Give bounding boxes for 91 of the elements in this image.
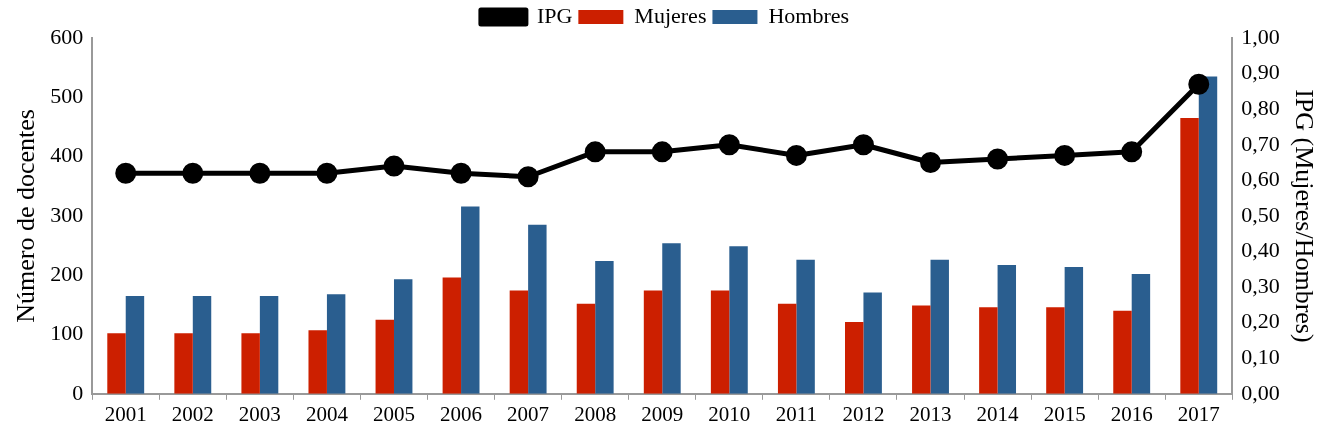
x-tick-label: 2002 <box>171 401 214 426</box>
bar <box>192 295 212 394</box>
bar <box>662 243 681 394</box>
bar <box>1113 310 1132 394</box>
y-tick-label: 100 <box>50 320 84 346</box>
y2-tick-label: 0,90 <box>1241 59 1280 85</box>
y-axis-title: Número de docentes <box>11 109 41 323</box>
bar <box>461 206 480 394</box>
x-tick-label: 2016 <box>1110 401 1153 426</box>
bar <box>777 303 797 394</box>
bar <box>1198 76 1218 394</box>
point <box>182 162 204 184</box>
bar <box>528 224 547 394</box>
bar <box>595 260 614 394</box>
x-tick-label: 2015 <box>1043 401 1086 426</box>
bar <box>1046 307 1065 394</box>
bar <box>912 305 931 394</box>
bar <box>442 277 462 394</box>
point <box>249 162 271 184</box>
x-tick-label: 2011 <box>775 401 817 426</box>
x-tick-label: 2017 <box>1177 401 1220 426</box>
point <box>785 144 807 166</box>
point <box>517 166 539 188</box>
x-tick-label: 2009 <box>641 401 684 426</box>
bar <box>796 259 815 394</box>
point <box>718 134 740 156</box>
y2-tick-label: 1,00 <box>1241 23 1280 49</box>
point <box>316 162 338 184</box>
x-tick-label: 2007 <box>507 401 550 426</box>
y2-tick-label: 0,60 <box>1241 166 1280 192</box>
point <box>383 155 405 177</box>
y-tick-label: 600 <box>50 23 84 49</box>
bar <box>241 333 260 394</box>
bar <box>259 295 279 394</box>
point <box>651 141 673 163</box>
point <box>450 162 472 184</box>
bar <box>509 290 529 394</box>
y-tick-label: 500 <box>50 83 84 109</box>
bar <box>979 307 998 394</box>
y-tick-label: 0 <box>72 379 84 405</box>
x-tick-label: 2005 <box>372 401 415 426</box>
legend-label: IPG <box>536 2 573 28</box>
point <box>1188 73 1210 95</box>
bar <box>174 333 193 394</box>
bar <box>845 322 864 394</box>
bar <box>1180 118 1199 394</box>
x-tick-label: 2001 <box>104 401 147 426</box>
bar <box>576 303 596 394</box>
y2-tick-label: 0,30 <box>1241 272 1280 298</box>
bar <box>125 295 145 394</box>
x-tick-label: 2004 <box>305 401 349 426</box>
bar <box>326 294 346 394</box>
bar <box>863 292 882 394</box>
bar <box>1064 266 1084 394</box>
bar <box>393 279 413 394</box>
x-tick-label: 2014 <box>976 401 1020 426</box>
bar <box>729 246 748 394</box>
legend-label: Hombres <box>768 2 850 28</box>
y2-tick-label: 0,70 <box>1241 130 1280 156</box>
bar <box>997 265 1017 394</box>
x-tick-label: 2010 <box>708 401 751 426</box>
bar <box>930 259 949 394</box>
y2-tick-label: 0,00 <box>1241 379 1280 405</box>
point <box>1054 144 1076 166</box>
point <box>584 141 606 163</box>
point <box>987 148 1009 170</box>
point <box>115 162 137 184</box>
bar <box>710 290 730 394</box>
bar <box>643 290 663 394</box>
y-tick-label: 300 <box>50 201 84 227</box>
x-tick-label: 2008 <box>574 401 617 426</box>
y2-tick-label: 0,20 <box>1241 308 1280 334</box>
point <box>1121 141 1143 163</box>
legend-label: Mujeres <box>634 2 707 28</box>
y2-axis-title: IPG (Mujeres/Hombres) <box>1289 89 1319 343</box>
x-tick-label: 2013 <box>909 401 952 426</box>
bar <box>107 333 126 394</box>
y-tick-label: 200 <box>50 260 84 286</box>
bar <box>308 330 327 394</box>
y2-tick-label: 0,10 <box>1241 344 1280 369</box>
x-tick-label: 2006 <box>440 401 483 426</box>
point <box>920 152 942 174</box>
x-tick-label: 2012 <box>842 401 885 426</box>
y2-tick-label: 0,40 <box>1241 237 1280 263</box>
bar <box>1131 274 1151 394</box>
y2-tick-label: 0,80 <box>1241 94 1280 120</box>
y-tick-label: 400 <box>50 142 84 168</box>
y2-tick-label: 0,50 <box>1241 201 1280 227</box>
x-tick-label: 2003 <box>238 401 281 426</box>
bar <box>375 319 394 394</box>
point <box>852 134 874 156</box>
